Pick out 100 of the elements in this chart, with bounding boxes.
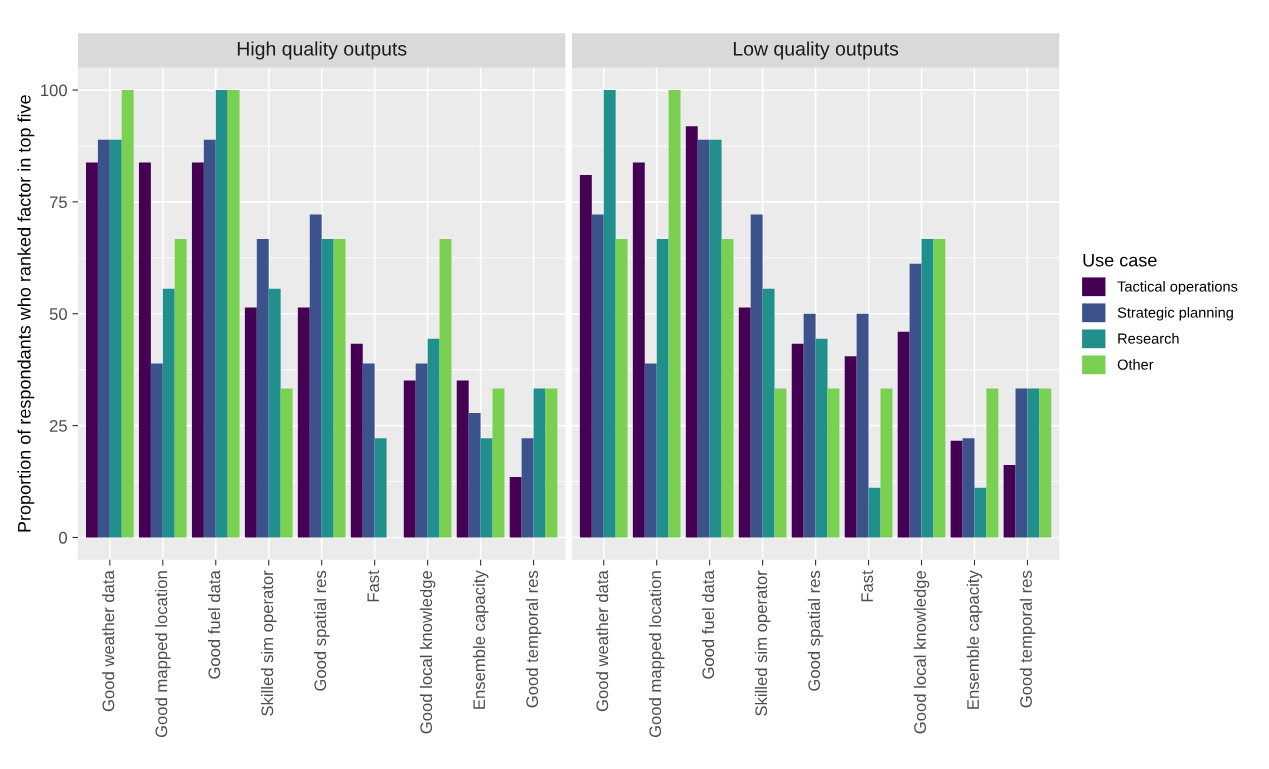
bar	[244, 307, 257, 538]
bar	[321, 239, 334, 538]
bar	[591, 214, 604, 538]
chart-title: High quality outputs	[237, 41, 407, 60]
bar	[333, 239, 346, 538]
bar	[762, 288, 775, 538]
y-tick-label: 25	[49, 420, 67, 432]
bar	[644, 363, 657, 538]
bar	[138, 162, 151, 538]
bar	[897, 331, 910, 538]
bar	[603, 90, 616, 538]
bar	[109, 139, 122, 538]
bar	[521, 438, 534, 538]
legend-title: Use case	[1083, 253, 1157, 267]
y-axis-title: Proportion of respondants who ranked factor in top five	[17, 95, 35, 532]
bar	[1039, 388, 1052, 538]
bar	[721, 239, 734, 538]
bar	[545, 388, 558, 538]
bar	[350, 343, 363, 538]
bar	[844, 356, 857, 538]
bar	[856, 313, 869, 538]
bar	[579, 175, 592, 538]
bar	[880, 388, 893, 538]
x-tick-label: Good weather data	[595, 570, 609, 712]
bar	[191, 162, 204, 538]
bar	[962, 438, 975, 538]
bar	[427, 338, 440, 538]
bar	[480, 438, 493, 538]
x-tick-label: Ensemble capacity	[966, 570, 983, 709]
bar	[309, 214, 322, 538]
bar	[227, 90, 240, 538]
bar	[950, 440, 963, 538]
x-tick-label: Good spatial res	[807, 570, 824, 691]
bar	[297, 307, 310, 538]
bar	[697, 139, 710, 538]
bar	[162, 288, 175, 538]
bar	[362, 363, 375, 538]
bar	[533, 388, 546, 538]
y-tick-label: 0	[59, 531, 67, 544]
bar	[815, 338, 828, 538]
x-tick-label: Good weather data	[102, 570, 115, 712]
y-tick-label: 75	[49, 196, 67, 209]
bar	[415, 363, 428, 538]
x-tick-label: Good spatial res	[313, 570, 330, 691]
bar	[791, 343, 804, 538]
bar	[374, 438, 387, 538]
bar	[492, 388, 505, 538]
bar	[280, 388, 293, 538]
x-tick-label: Good temporal res	[525, 570, 542, 708]
x-tick-label: Fast	[367, 570, 380, 602]
bar	[174, 239, 187, 538]
bar	[1015, 388, 1028, 538]
y-tick-label: 100	[41, 84, 67, 97]
bar	[803, 313, 816, 538]
bar	[774, 388, 787, 538]
bar	[468, 413, 481, 538]
bar	[909, 263, 922, 538]
bar	[97, 139, 110, 538]
x-tick-label: Good temporal res	[1019, 570, 1036, 708]
bar	[1003, 464, 1016, 538]
bar	[256, 239, 269, 538]
x-tick-label: Good local knowledge	[913, 570, 930, 734]
bar	[738, 307, 751, 538]
y-tick-label: 50	[49, 308, 67, 320]
x-tick-label: Good fuel data	[701, 570, 715, 679]
bar	[403, 380, 416, 538]
x-tick-label: Skilled sim operator	[754, 570, 771, 716]
bar	[868, 487, 881, 538]
bar	[656, 239, 669, 538]
bar	[439, 239, 452, 538]
x-tick-label: Good local knowledge	[419, 570, 436, 734]
bar	[456, 380, 469, 538]
x-tick-label: Good mapped location	[648, 571, 665, 738]
x-tick-label: Ensemble capacity	[472, 570, 489, 709]
x-tick-label: Good fuel data	[207, 570, 221, 679]
bar	[685, 126, 698, 538]
bar	[509, 477, 522, 538]
legend-label: Tactical operations	[1117, 280, 1238, 295]
bar	[615, 239, 628, 538]
bar	[933, 239, 946, 538]
bar	[1027, 388, 1040, 538]
bar	[268, 288, 281, 538]
bar	[668, 90, 681, 538]
bar	[709, 139, 722, 538]
bar	[203, 139, 216, 538]
bar	[150, 363, 163, 538]
x-tick-label: Fast	[861, 570, 874, 602]
legend-label: Strategic planning	[1117, 307, 1233, 321]
bar	[632, 162, 645, 538]
bar	[215, 90, 228, 538]
bar	[921, 239, 934, 538]
bar	[85, 162, 98, 538]
legend-label: Research	[1118, 333, 1179, 344]
x-tick-label: Good mapped location	[155, 571, 171, 738]
bar	[974, 487, 987, 538]
chart-title: Low quality outputs	[733, 41, 899, 60]
x-tick-label: Skilled sim operator	[260, 570, 277, 716]
bar	[750, 214, 763, 538]
bar	[986, 388, 999, 538]
bar	[121, 90, 134, 538]
